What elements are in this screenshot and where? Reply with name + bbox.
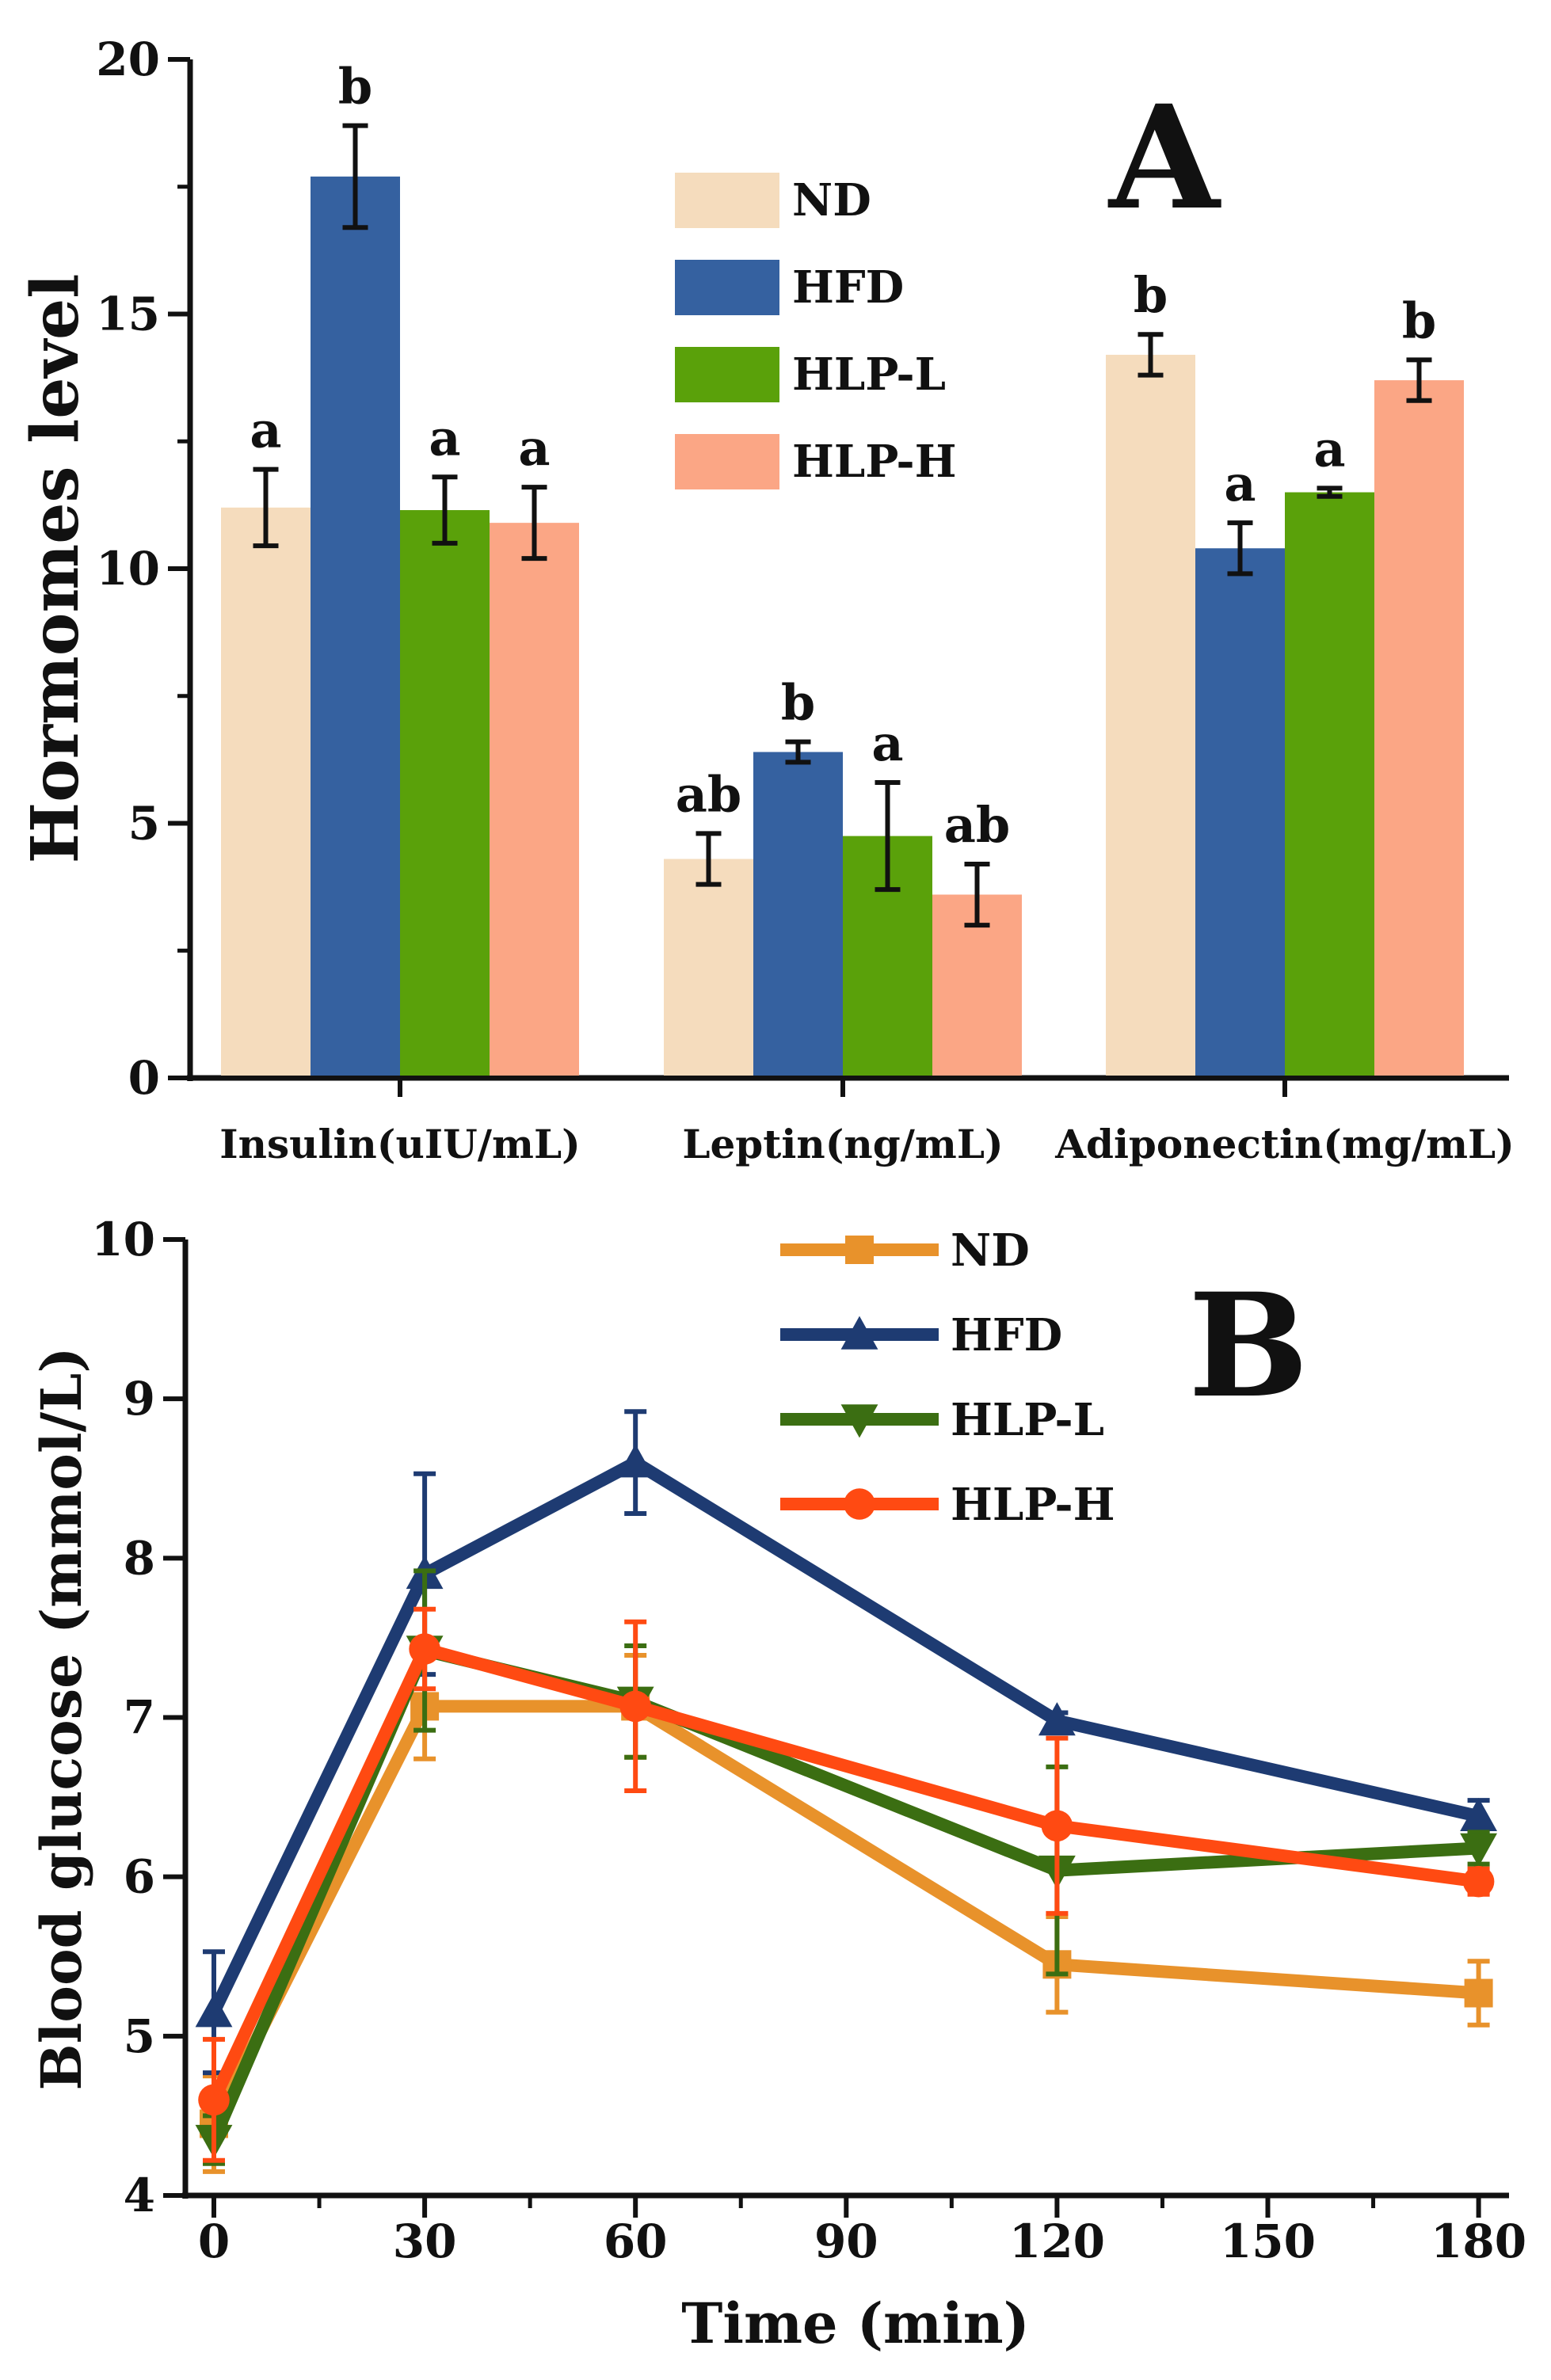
data-point [1460, 1797, 1497, 1831]
data-point [1041, 1810, 1073, 1842]
significance-letter: ab [944, 796, 1011, 854]
data-point [619, 1690, 651, 1723]
bar [400, 510, 490, 1076]
legend-swatch [675, 173, 779, 228]
data-point [1462, 1865, 1495, 1898]
y-axis-title: Blood glucose (mmol/L) [29, 1347, 94, 2091]
legend-marker [840, 1404, 878, 1438]
legend-marker [844, 1488, 875, 1520]
y-axis-title: Hormomes level [17, 274, 93, 864]
data-point [198, 2084, 230, 2116]
data-point [1464, 1978, 1493, 2008]
panel-a-bar-chart: 0 5 10 15 20 Insulin(uIU/mL) Leptin(ng/mL) Adip… [17, 32, 1515, 1167]
y-tick-label: 15 [96, 288, 160, 341]
series-hlp-l [195, 1568, 1497, 2166]
series-hlp-h [198, 1606, 1495, 2163]
x-tick-label: 90 [814, 2214, 878, 2268]
legend-label: HFD [792, 261, 904, 314]
bar [1106, 354, 1195, 1076]
panel-label: A [1107, 74, 1221, 242]
x-tick-label: 120 [1009, 2214, 1105, 2268]
significance-letter: a [1224, 455, 1256, 512]
data-point [616, 1444, 654, 1478]
legend-swatch [675, 260, 779, 315]
x-tick-label: 180 [1431, 2214, 1526, 2268]
significance-letter: b [338, 58, 372, 116]
significance-letter: a [429, 409, 460, 466]
x-category-label: Adiponectin(mg/mL) [1054, 1121, 1515, 1167]
significance-letter: b [1402, 291, 1436, 349]
data-point [195, 1993, 233, 2028]
y-tick-label: 5 [128, 797, 160, 851]
significance-letter: b [1134, 266, 1168, 324]
legend-label: ND [951, 1224, 1030, 1277]
x-tick-label: 60 [604, 2214, 668, 2268]
data-point [1038, 1702, 1076, 1736]
legend-label: HFD [951, 1309, 1062, 1361]
significance-letter: a [1313, 420, 1345, 478]
significance-letter: a [250, 402, 281, 459]
significance-letter: b [781, 674, 815, 732]
y-tick-label: 9 [124, 1372, 155, 1426]
legend-swatch [675, 434, 779, 489]
x-tick-label: 0 [198, 2214, 230, 2268]
legend-label: HLP-L [792, 348, 946, 401]
legend-marker [845, 1236, 874, 1264]
legend-label: HLP-L [951, 1394, 1104, 1446]
x-axis-title: Time (min) [681, 2291, 1029, 2356]
y-tick-label: 0 [128, 1051, 160, 1105]
legend-label: HLP-H [951, 1479, 1115, 1531]
x-tick-label: 150 [1220, 2214, 1316, 2268]
significance-letter: a [518, 419, 550, 477]
series-line [208, 1644, 1480, 2142]
y-tick-label: 20 [96, 32, 160, 86]
bar [1195, 548, 1285, 1076]
bar [1285, 492, 1374, 1076]
legend-swatch [675, 347, 779, 402]
bar [1374, 380, 1464, 1076]
legend-label: ND [792, 174, 871, 227]
y-tick-label: 6 [124, 1850, 155, 1904]
bar [753, 752, 843, 1076]
bar [311, 176, 400, 1076]
x-category-label: Leptin(ng/mL) [682, 1121, 1003, 1167]
y-tick-label: 10 [96, 542, 160, 596]
y-tick-label: 5 [124, 2009, 155, 2063]
series-line [208, 1642, 1480, 2103]
panel-b-line-chart: 4 5 6 7 8 9 10 0 30 60 90 120 150 180 ND HFD HLP-L HLP-H B… [29, 1213, 1526, 2356]
bar [490, 523, 579, 1076]
significance-letter: ab [676, 765, 742, 823]
data-point [409, 1633, 440, 1665]
y-tick-label: 8 [124, 1531, 155, 1585]
legend-label: HLP-H [792, 436, 956, 488]
data-point [1460, 1833, 1497, 1867]
panel-label: B [1188, 1262, 1309, 1430]
bar [221, 507, 311, 1076]
y-tick-label: 7 [124, 1691, 155, 1745]
bar [664, 859, 753, 1076]
y-tick-label: 4 [124, 2169, 155, 2222]
x-tick-label: 30 [393, 2214, 457, 2268]
y-tick-label: 10 [91, 1213, 155, 1266]
legend-marker [840, 1316, 878, 1350]
significance-letter: a [871, 714, 903, 772]
x-category-label: Insulin(uIU/mL) [219, 1121, 581, 1167]
